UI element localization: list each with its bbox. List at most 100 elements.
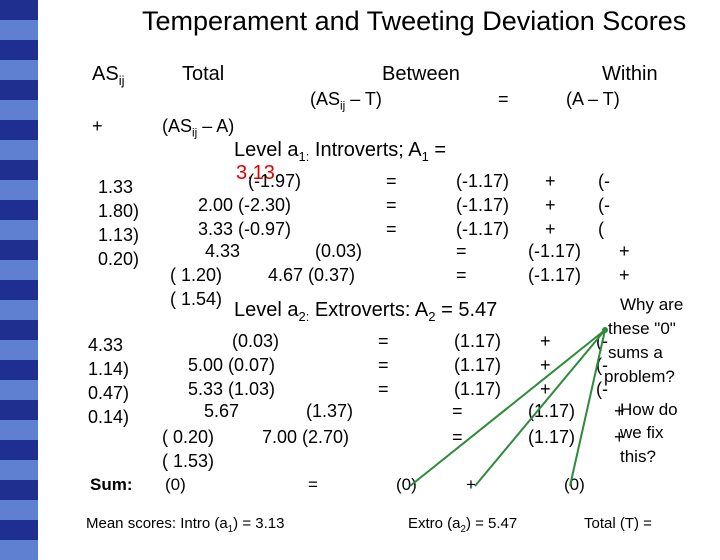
- stripe-block: [0, 520, 38, 540]
- row-between: (-1.17): [456, 195, 510, 215]
- row2-5-equals: =: [452, 427, 463, 447]
- row-equals: =: [386, 219, 397, 239]
- stripe-block: [0, 160, 38, 180]
- decorative-stripe: [0, 0, 38, 560]
- row2-5-start: ( 0.20): [162, 427, 215, 447]
- note-line: these "0": [608, 319, 676, 338]
- row-plus: +: [540, 379, 551, 399]
- stripe-block: [0, 460, 38, 480]
- left-value: 0.20): [98, 249, 140, 269]
- stripe-block: [0, 100, 38, 120]
- note-line: sums a: [608, 343, 663, 362]
- sum-within: (0): [564, 475, 585, 494]
- sum-plus: +: [466, 475, 476, 494]
- row-within: (-: [598, 195, 610, 215]
- row2-4-between: (1.17): [528, 401, 576, 421]
- stripe-block: [0, 120, 38, 140]
- row1-4-plus: +: [619, 241, 630, 261]
- stripe-block: [0, 320, 38, 340]
- row-plus: +: [545, 171, 556, 191]
- between-label: Between: [382, 63, 460, 85]
- left-value: 0.47): [88, 383, 130, 403]
- row-score: 3.33 (-0.97): [198, 219, 292, 239]
- asij-label: ASij: [92, 63, 125, 88]
- row-plus: +: [540, 355, 551, 375]
- row-equals: =: [378, 379, 389, 399]
- row-equals: =: [378, 331, 389, 351]
- stripe-block: [0, 340, 38, 360]
- stripe-block: [0, 220, 38, 240]
- sum-total: (0): [165, 475, 186, 494]
- row1-5-score: 4.67 (0.37): [268, 265, 356, 285]
- page-title: Temperament and Tweeting Deviation Score…: [142, 6, 687, 36]
- row-plus: +: [540, 331, 551, 351]
- sum-equals: =: [308, 475, 318, 494]
- stripe-block: [0, 180, 38, 200]
- row2-5-between: (1.17): [528, 427, 576, 447]
- stripe-block: [0, 200, 38, 220]
- row-score: 2.00 (-2.30): [198, 195, 292, 215]
- row-equals: =: [386, 171, 397, 191]
- row-equals: =: [386, 195, 397, 215]
- stripe-block: [0, 420, 38, 440]
- within-label: Within: [602, 63, 658, 85]
- left-value: 1.14): [88, 359, 130, 379]
- note-line: Why are: [620, 295, 684, 314]
- level1-heading: Level a1: Introverts; A1 =: [234, 139, 447, 164]
- row1-4-equals: =: [456, 241, 467, 261]
- stripe-block: [0, 280, 38, 300]
- sum-label: Sum:: [90, 475, 133, 494]
- row-between: (-1.17): [456, 171, 510, 191]
- row1-5-between: (-1.17): [528, 265, 582, 285]
- mean-intro: Mean scores: Intro (a1) = 3.13: [86, 515, 285, 535]
- note-line: How do: [620, 400, 678, 419]
- stripe-block: [0, 140, 38, 160]
- stripe-block: [0, 240, 38, 260]
- row-between: (-1.17): [456, 219, 510, 239]
- stripe-block: [0, 400, 38, 420]
- row2-4-plus: +: [614, 401, 625, 421]
- header-plus: +: [92, 116, 103, 136]
- row2-5-score: 7.00 (2.70): [262, 427, 350, 447]
- sum-between: (0): [396, 475, 417, 494]
- row2-4-score: 5.67: [204, 401, 240, 421]
- header-equals: =: [498, 89, 509, 109]
- row1-5-equals: =: [456, 265, 467, 285]
- row1-4-score: 4.33: [205, 241, 241, 261]
- row-within: (-: [596, 331, 608, 351]
- row-score: (0.03): [232, 331, 280, 351]
- between-formula: (ASij – T): [310, 89, 382, 113]
- row2-6-start: ( 1.53): [162, 451, 215, 471]
- stripe-block: [0, 500, 38, 520]
- row-score: 5.00 (0.07): [188, 355, 276, 375]
- row-within: (-: [598, 171, 610, 191]
- row-score: 5.33 (1.03): [188, 379, 276, 399]
- row-between: (1.17): [454, 331, 502, 351]
- level1-mean-value: 3.13: [236, 162, 275, 184]
- stripe-block: [0, 300, 38, 320]
- stripe-block: [0, 60, 38, 80]
- stripe-block: [0, 540, 38, 560]
- row-plus: +: [545, 219, 556, 239]
- row2-4-equals: =: [452, 401, 463, 421]
- left-value: 4.33: [88, 335, 124, 355]
- row-plus: +: [545, 195, 556, 215]
- row1-4-within: (0.03): [315, 241, 363, 261]
- stripe-block: [0, 40, 38, 60]
- stripe-block: [0, 480, 38, 500]
- row-within: (: [598, 219, 604, 239]
- within-formula: (A – T): [566, 89, 620, 109]
- mean-extro: Extro (a2) = 5.47: [408, 515, 518, 535]
- row2-4-within: (1.37): [306, 401, 354, 421]
- row2-5-plus: +: [614, 427, 625, 447]
- stripe-block: [0, 260, 38, 280]
- stripe-block: [0, 80, 38, 100]
- row1-4-between: (-1.17): [528, 241, 582, 261]
- row-equals: =: [378, 355, 389, 375]
- stripe-block: [0, 360, 38, 380]
- left-value: 1.13): [98, 225, 140, 245]
- row-score: (-1.97): [248, 171, 302, 191]
- stripe-block: [0, 380, 38, 400]
- row-between: (1.17): [454, 355, 502, 375]
- left-value: 0.14): [88, 407, 130, 427]
